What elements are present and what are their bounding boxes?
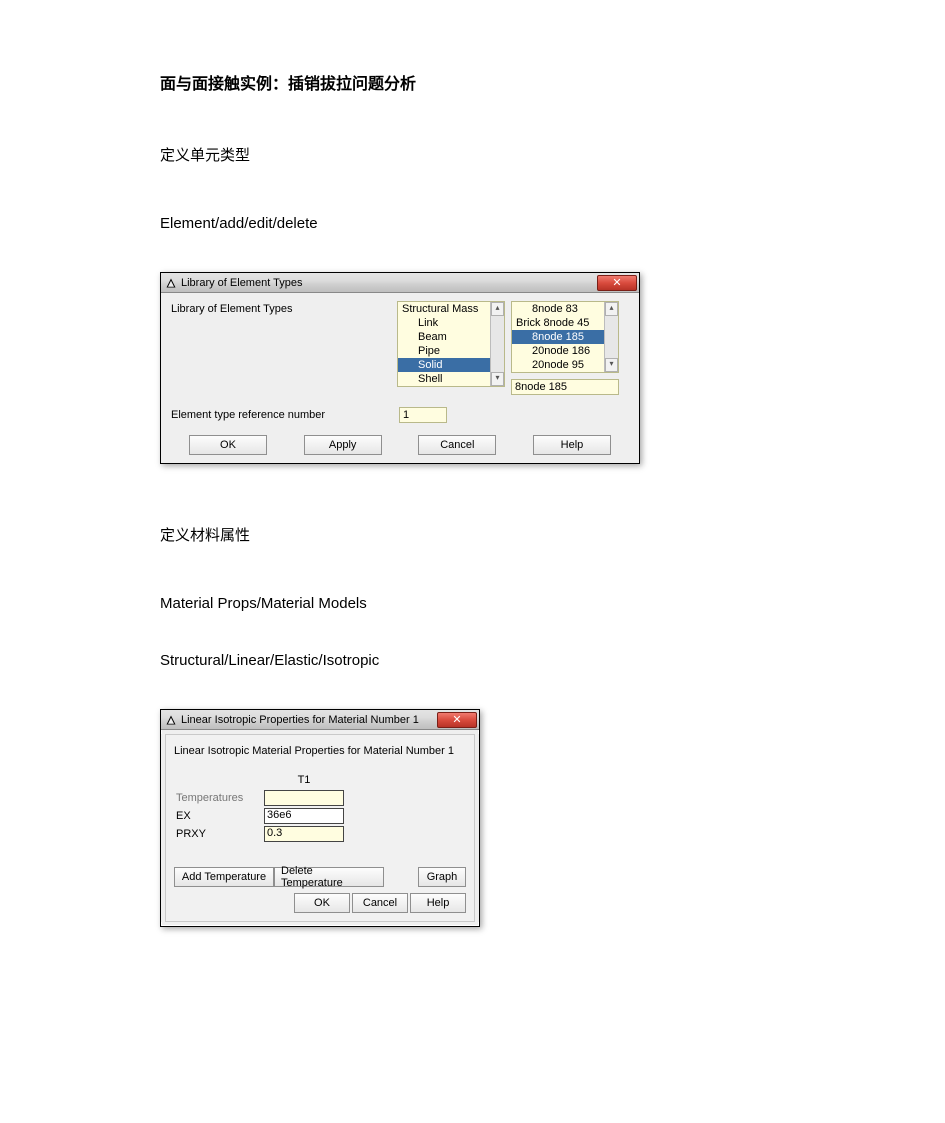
dialog2-inner: Linear Isotropic Material Properties for… xyxy=(165,734,475,922)
label-refnum: Element type reference number xyxy=(171,409,399,421)
list-item[interactable]: 8node 83 xyxy=(512,302,618,316)
add-temperature-button[interactable]: Add Temperature xyxy=(174,867,274,887)
element-category-list[interactable]: Structural Mass Link Beam Pipe Solid She… xyxy=(397,301,505,387)
ok-button[interactable]: OK xyxy=(189,435,267,455)
dialog-library-of-element-types: Library of Element Types ✕ Library of El… xyxy=(160,272,640,464)
row-label-prxy: PRXY xyxy=(174,825,262,843)
dialog2-caption: Linear Isotropic Material Properties for… xyxy=(174,745,466,757)
ex-input[interactable]: 36e6 xyxy=(264,808,344,824)
doc-path-3: Structural/Linear/Elastic/Isotropic xyxy=(160,652,945,669)
dialog1-title: Library of Element Types xyxy=(181,277,593,289)
scroll-up-icon[interactable]: ▴ xyxy=(605,302,618,316)
selected-element-output: 8node 185 xyxy=(511,379,619,395)
close-button[interactable]: ✕ xyxy=(597,275,637,291)
ansys-app-icon xyxy=(165,714,177,726)
dialog2-titlebar[interactable]: Linear Isotropic Properties for Material… xyxy=(161,710,479,730)
list-item[interactable]: Structural Mass xyxy=(398,302,504,316)
column-header-t1: T1 xyxy=(262,771,346,789)
apply-button[interactable]: Apply xyxy=(304,435,382,455)
close-icon: ✕ xyxy=(452,714,461,726)
close-icon: ✕ xyxy=(612,277,621,289)
doc-section-1: 定义单元类型 xyxy=(160,144,945,165)
refnum-input[interactable]: 1 xyxy=(399,407,447,423)
list-item[interactable]: 20node 95 xyxy=(512,358,618,372)
scrollbar[interactable]: ▴ ▾ xyxy=(490,302,504,386)
doc-path-2: Material Props/Material Models xyxy=(160,595,945,612)
dialog1-titlebar[interactable]: Library of Element Types ✕ xyxy=(161,273,639,293)
cancel-button[interactable]: Cancel xyxy=(418,435,496,455)
dialog-linear-isotropic: Linear Isotropic Properties for Material… xyxy=(160,709,480,927)
scroll-up-icon[interactable]: ▴ xyxy=(491,302,504,316)
help-button[interactable]: Help xyxy=(410,893,466,913)
ok-button[interactable]: OK xyxy=(294,893,350,913)
delete-temperature-button[interactable]: Delete Temperature xyxy=(274,867,384,887)
doc-path-1: Element/add/edit/delete xyxy=(160,215,945,232)
dialog1-body: Library of Element Types Structural Mass… xyxy=(161,293,639,463)
doc-section-2: 定义材料属性 xyxy=(160,524,945,545)
document-page: 面与面接触实例：插销拔拉问题分析 定义单元类型 Element/add/edit… xyxy=(0,0,945,927)
list-item[interactable]: Brick 8node 45 xyxy=(512,316,618,330)
close-button[interactable]: ✕ xyxy=(437,712,477,728)
graph-button[interactable]: Graph xyxy=(418,867,466,887)
list-item[interactable]: Link xyxy=(398,316,504,330)
list-item[interactable]: Shell xyxy=(398,372,504,386)
cancel-button[interactable]: Cancel xyxy=(352,893,408,913)
list-item-selected[interactable]: 8node 185 xyxy=(512,330,618,344)
help-button[interactable]: Help xyxy=(533,435,611,455)
list-item[interactable]: Pipe xyxy=(398,344,504,358)
scroll-down-icon[interactable]: ▾ xyxy=(605,358,618,372)
list-item[interactable]: 20node 186 xyxy=(512,344,618,358)
element-type-list[interactable]: 8node 83 Brick 8node 45 8node 185 20node… xyxy=(511,301,619,373)
material-props-table: T1 Temperatures EX 36e6 PRXY 0.3 xyxy=(174,771,346,843)
row-label-ex: EX xyxy=(174,807,262,825)
dialog2-title: Linear Isotropic Properties for Material… xyxy=(181,714,433,726)
ansys-app-icon xyxy=(165,277,177,289)
row-label-temperatures: Temperatures xyxy=(174,789,262,807)
list-item-selected[interactable]: Solid xyxy=(398,358,504,372)
list-item[interactable]: Beam xyxy=(398,330,504,344)
prxy-input[interactable]: 0.3 xyxy=(264,826,344,842)
scrollbar[interactable]: ▴ ▾ xyxy=(604,302,618,372)
temperatures-input[interactable] xyxy=(264,790,344,806)
label-library: Library of Element Types xyxy=(171,301,391,395)
doc-title: 面与面接触实例：插销拔拉问题分析 xyxy=(160,70,945,94)
scroll-down-icon[interactable]: ▾ xyxy=(491,372,504,386)
